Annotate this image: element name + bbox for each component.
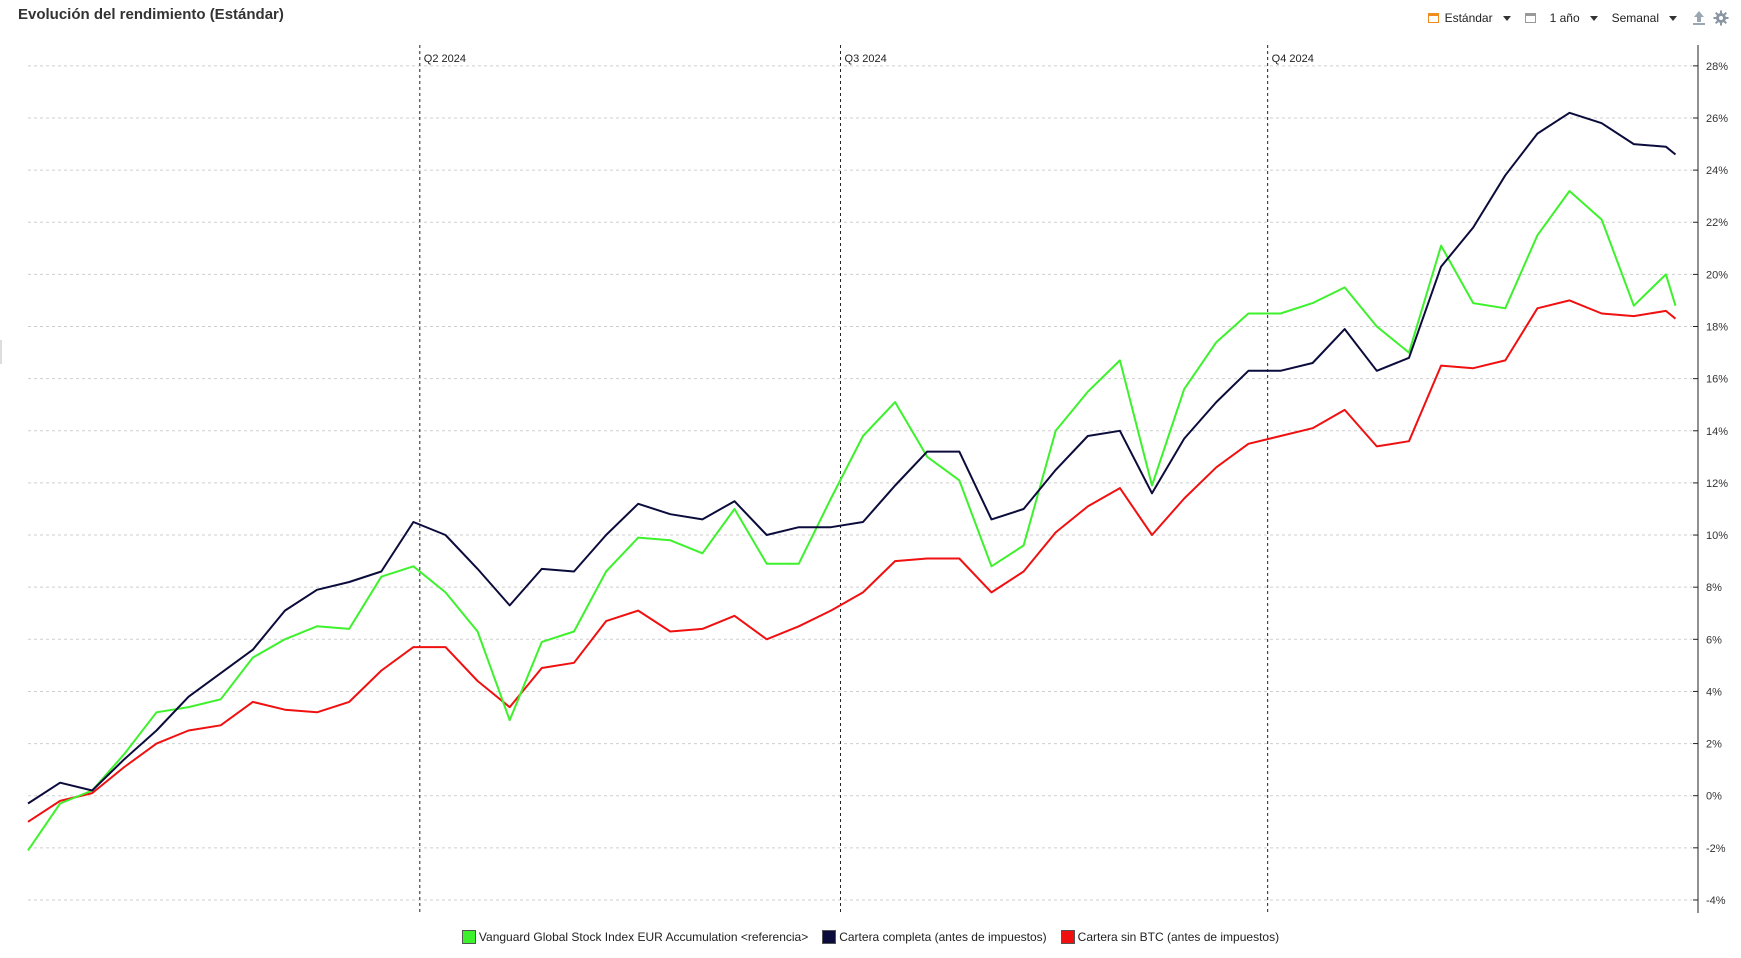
y-tick-label: 10% [1706,530,1728,542]
series-line-0 [27,190,1677,851]
page-title: Evolución del rendimiento (Estándar) [18,6,284,23]
y-tick-label: 12% [1706,478,1728,490]
legend-label: Vanguard Global Stock Index EUR Accumula… [478,930,809,944]
y-tick-label: 22% [1706,217,1728,229]
left-edge-handle [0,340,2,364]
y-tick-label: 14% [1706,426,1728,438]
quarter-label: Q4 2024 [1272,53,1314,65]
series-line-2 [27,299,1677,823]
interval-selector-label: Semanal [1611,11,1659,25]
legend: Vanguard Global Stock Index EUR Accumula… [0,930,1741,944]
y-tick-label: 0% [1706,791,1722,803]
legend-swatch [822,930,837,944]
legend-swatch [1060,930,1075,944]
chevron-down-icon [1669,15,1677,21]
y-tick-label: -4% [1706,895,1726,907]
gridlines [28,65,1692,901]
legend-item[interactable]: Vanguard Global Stock Index EUR Accumula… [461,930,809,944]
legend-item[interactable]: Cartera sin BTC (antes de impuestos) [1060,930,1280,944]
window-icon[interactable] [1524,13,1536,23]
y-tick-label: 16% [1706,374,1728,386]
gear-icon[interactable] [1713,10,1729,26]
view-selector-label: Estándar [1444,11,1493,25]
quarter-label: Q2 2024 [424,53,466,65]
export-icon[interactable] [1691,10,1707,26]
chevron-down-icon [1589,15,1598,21]
range-selector[interactable]: 1 año [1550,11,1606,25]
interval-selector[interactable]: Semanal [1612,11,1685,25]
legend-item[interactable]: Cartera completa (antes de impuestos) [822,930,1047,944]
quarter-markers: Q2 2024 Q3 2024 Q4 2024 [419,45,1314,913]
y-tick-label: 8% [1706,582,1722,594]
y-tick-label: 6% [1706,634,1722,646]
y-tick-label: 28% [1706,61,1728,73]
y-axis: -4% -2% 0% 2% 4% 6% 8% 10% 12% 14% 16% 18% 20% 22% 24%… [1693,45,1728,913]
y-tick-label: 18% [1706,322,1728,334]
view-selector[interactable]: Estándar [1427,11,1519,25]
y-tick-label: 2% [1706,739,1722,751]
performance-chart: Q2 2024 Q3 2024 Q4 2024 -4% -2% 0% 2% 4% 6% 8% 10… [27,45,1728,913]
chart-toolbar: Estándar 1 año Semanal [1427,10,1729,26]
series-line-1 [27,111,1677,805]
chevron-down-icon [1502,15,1511,21]
y-tick-label: 20% [1706,269,1728,281]
legend-label: Cartera completa (antes de impuestos) [839,930,1047,944]
y-tick-label: 24% [1706,165,1728,177]
range-selector-label: 1 año [1549,11,1580,25]
legend-swatch [461,930,476,944]
y-tick-label: 26% [1706,113,1728,125]
y-tick-label: -2% [1706,843,1726,855]
series-lines [27,111,1677,851]
legend-label: Cartera sin BTC (antes de impuestos) [1077,930,1280,944]
quarter-label: Q3 2024 [845,53,887,65]
calendar-icon [1427,13,1439,23]
y-tick-label: 4% [1706,686,1722,698]
